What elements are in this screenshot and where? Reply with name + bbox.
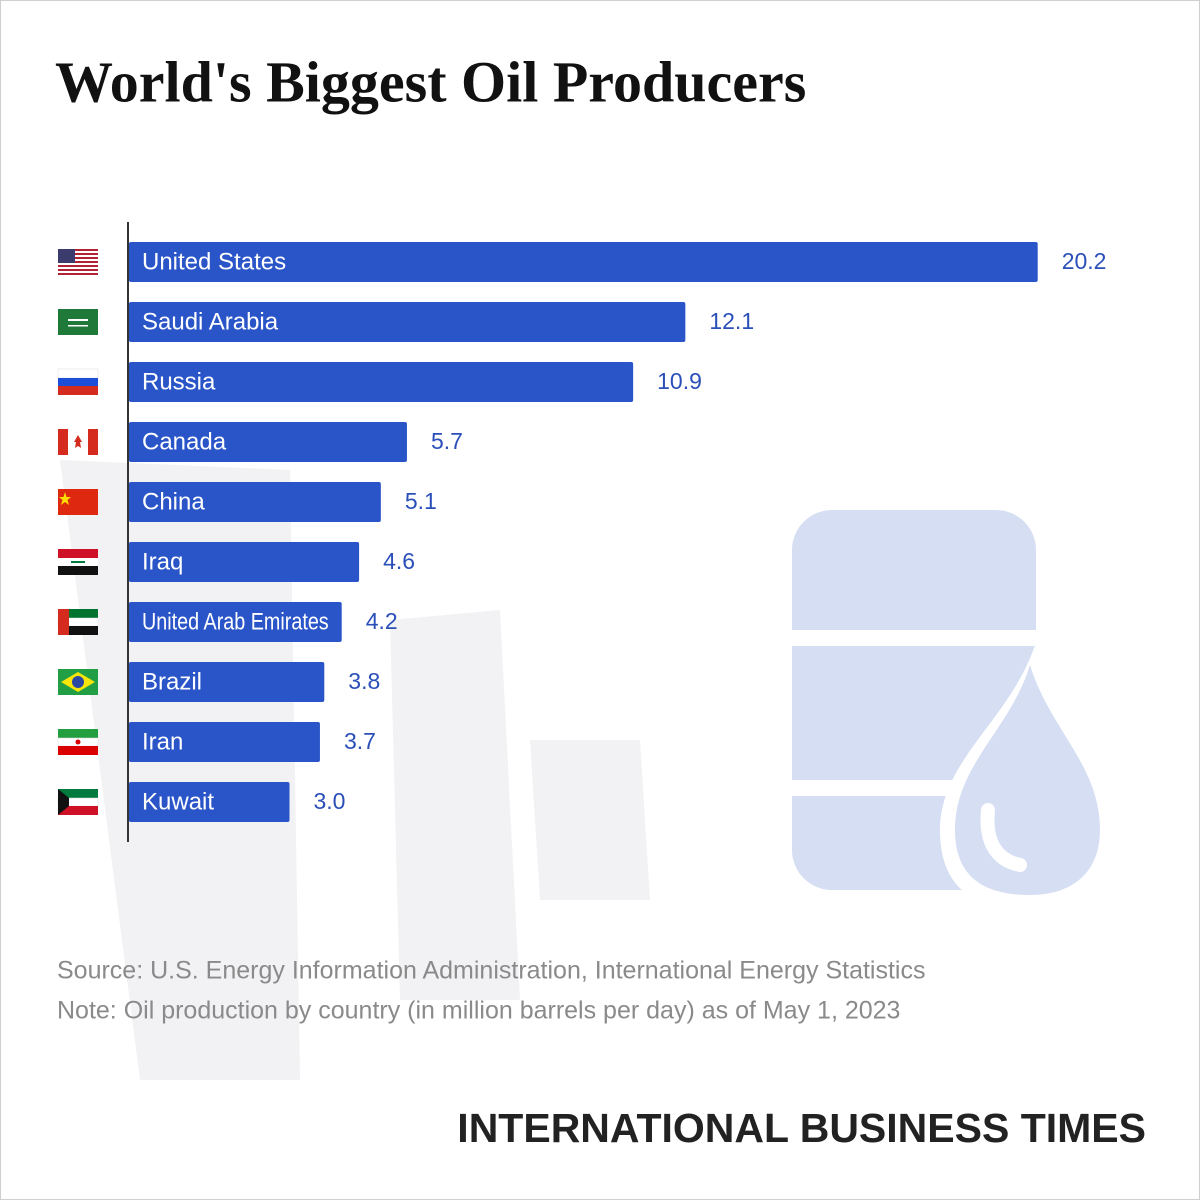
category-label: United Arab Emirates xyxy=(142,608,329,635)
bar xyxy=(129,302,686,342)
bar xyxy=(129,782,290,822)
value-label: 10.9 xyxy=(657,368,702,394)
bar xyxy=(129,482,381,522)
flags xyxy=(57,249,99,815)
source-note: Source: U.S. Energy Information Administ… xyxy=(57,957,925,985)
chart-title: World's Biggest Oil Producers xyxy=(55,49,806,114)
value-label: 5.1 xyxy=(405,488,437,514)
value-label: 4.2 xyxy=(366,608,398,634)
value-label: 5.7 xyxy=(431,428,463,454)
category-label: Iran xyxy=(142,728,183,755)
value-label: 3.8 xyxy=(348,668,380,694)
value-label: 3.0 xyxy=(314,788,346,814)
barrel-icon xyxy=(780,510,1115,910)
category-label: Brazil xyxy=(142,668,202,695)
value-label: 3.7 xyxy=(344,728,376,754)
bar xyxy=(129,602,342,642)
category-label: Russia xyxy=(142,368,216,395)
category-label: Kuwait xyxy=(142,788,214,815)
value-label: 12.1 xyxy=(709,308,754,334)
category-label: Canada xyxy=(142,428,227,455)
category-label: Iraq xyxy=(142,548,183,575)
category-label: Saudi Arabia xyxy=(142,308,279,335)
bar xyxy=(129,242,1038,282)
value-label: 4.6 xyxy=(383,548,415,574)
bar xyxy=(129,362,634,402)
bar xyxy=(129,722,320,762)
category-label: China xyxy=(142,488,205,515)
bar xyxy=(129,422,407,462)
value-label: 20.2 xyxy=(1062,248,1107,274)
note: Note: Oil production by country (in mill… xyxy=(57,997,900,1025)
category-label: United States xyxy=(142,248,286,275)
bar xyxy=(129,662,325,702)
publisher: INTERNATIONAL BUSINESS TIMES xyxy=(457,1105,1146,1151)
bar xyxy=(129,542,360,582)
